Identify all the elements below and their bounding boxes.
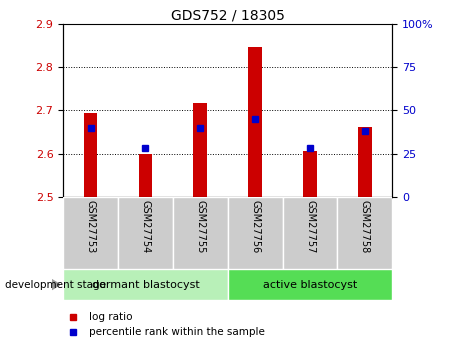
Bar [337, 197, 392, 269]
Text: GSM27757: GSM27757 [305, 200, 315, 254]
Text: GSM27758: GSM27758 [360, 200, 370, 254]
Bar [118, 197, 173, 269]
Bar [228, 269, 392, 300]
Text: GSM27756: GSM27756 [250, 200, 260, 254]
Polygon shape [52, 280, 60, 289]
Title: GDS752 / 18305: GDS752 / 18305 [171, 9, 285, 23]
Text: active blastocyst: active blastocyst [263, 280, 357, 289]
Bar [358, 127, 372, 197]
Text: GSM27755: GSM27755 [195, 200, 205, 254]
Text: GSM27753: GSM27753 [86, 200, 96, 254]
Bar [63, 197, 118, 269]
Bar [303, 151, 317, 197]
Bar [228, 197, 283, 269]
Bar [249, 47, 262, 197]
Text: dormant blastocyst: dormant blastocyst [92, 280, 199, 289]
Bar [173, 197, 228, 269]
Text: GSM27754: GSM27754 [140, 200, 151, 254]
Bar [138, 155, 152, 197]
Bar [84, 112, 97, 197]
Bar [283, 197, 337, 269]
Bar [193, 103, 207, 197]
Text: log ratio: log ratio [89, 312, 133, 322]
Text: development stage: development stage [5, 280, 106, 289]
Bar [63, 269, 228, 300]
Text: percentile rank within the sample: percentile rank within the sample [89, 327, 265, 337]
